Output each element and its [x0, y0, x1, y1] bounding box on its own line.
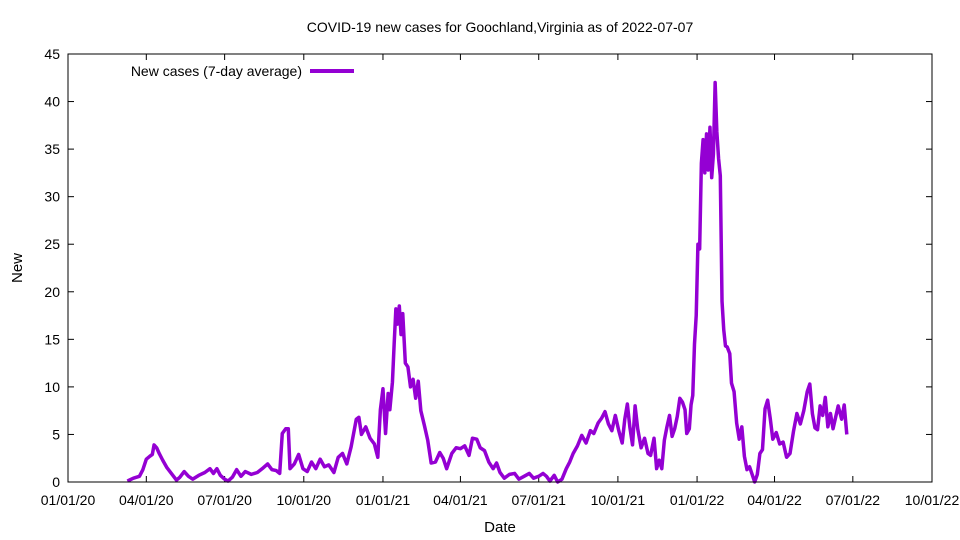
x-tick-label: 07/01/21: [511, 492, 566, 508]
x-tick-label: 01/01/20: [41, 492, 96, 508]
plot-frame: [67, 53, 933, 483]
y-tick-label: 45: [44, 46, 60, 62]
x-tick-label: 04/01/22: [747, 492, 802, 508]
x-tick-label: 10/01/20: [277, 492, 332, 508]
y-axis-label: New: [9, 253, 26, 283]
y-axis-ticks: 0 5 10 15 20 25 30 35 40 45: [44, 46, 932, 490]
legend-label-new-cases: New cases (7-day average): [131, 63, 302, 79]
x-tick-label: 04/01/20: [119, 492, 174, 508]
y-tick-label: 35: [44, 141, 60, 157]
y-tick-label: 25: [44, 236, 60, 252]
x-tick-label: 01/01/22: [670, 492, 725, 508]
series-line-new-cases: [126, 80, 849, 484]
x-tick-label: 10/01/22: [905, 492, 960, 508]
y-tick-label: 5: [52, 426, 60, 442]
y-tick-label: 20: [44, 284, 60, 300]
series-group: [126, 80, 849, 484]
y-tick-label: 30: [44, 189, 60, 205]
chart-title: COVID-19 new cases for Goochland,Virgini…: [307, 19, 694, 35]
x-tick-label: 10/01/21: [591, 492, 646, 508]
x-tick-label: 07/01/20: [197, 492, 252, 508]
x-axis-label: Date: [484, 519, 516, 536]
legend: New cases (7-day average): [131, 63, 354, 79]
x-tick-label: 01/01/21: [356, 492, 411, 508]
y-tick-label: 40: [44, 94, 60, 110]
y-tick-label: 10: [44, 379, 60, 395]
x-axis-ticks: 01/01/20 04/01/20 07/01/20 10/01/20 01/01/21…: [41, 54, 960, 508]
x-tick-label: 04/01/21: [433, 492, 488, 508]
y-tick-label: 0: [52, 474, 60, 490]
x-tick-label: 07/01/22: [826, 492, 881, 508]
y-tick-label: 15: [44, 331, 60, 347]
